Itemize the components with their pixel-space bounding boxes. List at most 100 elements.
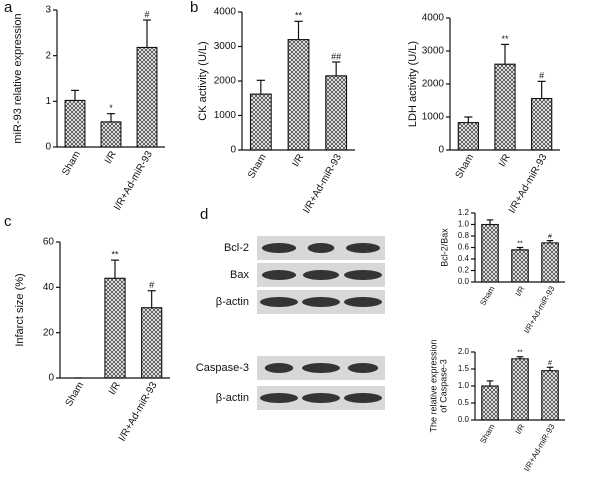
x-tick-label: I/R+Ad-miR-93 xyxy=(117,380,160,443)
y-tick-label: 3000 xyxy=(422,46,445,57)
panel-label: a xyxy=(4,0,13,16)
x-tick-label: Sham xyxy=(64,380,87,408)
blot-label: β-actin xyxy=(216,296,249,308)
y-axis-label: Bcl-2/Bax xyxy=(439,228,449,267)
significance: # xyxy=(144,9,149,19)
bar xyxy=(457,122,479,151)
error-bar xyxy=(107,113,115,122)
significance: * xyxy=(109,103,113,113)
y-axis-label: Infarct size (%) xyxy=(14,273,26,346)
blot-band xyxy=(261,270,297,280)
x-tick-label: I/R+Ad-miR-93 xyxy=(112,149,155,212)
significance: ** xyxy=(501,34,509,44)
error-bar xyxy=(71,89,79,101)
blot-band xyxy=(261,243,297,253)
y-tick-label: 3 xyxy=(45,5,51,16)
bar xyxy=(541,242,559,283)
bar xyxy=(64,99,86,148)
error-bar xyxy=(464,116,473,123)
x-tick-label: I/R xyxy=(497,152,513,169)
x-tick-label: Sham xyxy=(478,422,496,445)
y-tick-label: 1000 xyxy=(214,110,237,121)
bar xyxy=(325,75,348,151)
y-axis-label: The relative expression xyxy=(428,339,438,432)
blot-band xyxy=(347,363,379,373)
significance: ** xyxy=(295,11,303,21)
bar xyxy=(136,46,158,148)
y-tick-label: 0.6 xyxy=(458,243,470,252)
y-axis-label: of Caspase-3 xyxy=(438,359,448,413)
error-bar xyxy=(147,290,156,308)
blot-label: Caspase-3 xyxy=(196,362,249,374)
y-tick-label: 0.4 xyxy=(458,254,470,263)
significance: ** xyxy=(111,250,119,260)
panel-label: c xyxy=(4,213,12,230)
bar xyxy=(104,277,126,379)
x-tick-label: I/R xyxy=(514,422,527,436)
y-tick-label: 20 xyxy=(43,327,55,338)
error-bar xyxy=(516,356,524,359)
y-tick-label: 3000 xyxy=(214,41,237,52)
panel-label: d xyxy=(200,206,208,223)
y-tick-label: 0 xyxy=(48,373,54,384)
error-bar xyxy=(256,79,265,95)
y-axis-label: LDH activity (U/L) xyxy=(407,41,419,127)
y-tick-label: 0 xyxy=(230,145,236,156)
y-tick-label: 1000 xyxy=(422,112,445,123)
bar xyxy=(249,93,272,151)
y-tick-label: 2000 xyxy=(214,76,237,87)
x-tick-label: I/R xyxy=(514,284,527,298)
error-bar xyxy=(486,219,494,225)
blot-label: Bax xyxy=(230,269,249,281)
blot-band xyxy=(302,270,340,280)
x-tick-label: I/R+Ad-miR-93 xyxy=(301,152,344,215)
y-tick-label: 40 xyxy=(43,282,55,293)
blot-band xyxy=(302,297,340,307)
y-tick-label: 1.5 xyxy=(458,364,470,373)
y-tick-label: 60 xyxy=(43,237,55,248)
significance: ## xyxy=(331,51,341,61)
bar xyxy=(481,223,499,283)
bar xyxy=(541,370,559,421)
blot-band xyxy=(260,297,298,307)
panel-label: b xyxy=(190,0,198,16)
y-tick-label: 1.2 xyxy=(458,208,470,217)
bar xyxy=(531,97,553,151)
x-tick-label: I/R xyxy=(107,380,123,397)
y-tick-label: 2 xyxy=(45,50,51,61)
blot-band xyxy=(345,243,381,253)
y-axis-label: miR-93 relative expression xyxy=(12,13,24,143)
error-bar xyxy=(516,246,524,250)
x-tick-label: I/R xyxy=(290,152,306,169)
significance: # xyxy=(548,233,552,240)
y-tick-label: 2000 xyxy=(422,79,445,90)
error-bar xyxy=(486,380,494,386)
y-tick-label: 1 xyxy=(45,96,51,107)
blot-band xyxy=(264,363,294,373)
y-tick-label: 0.8 xyxy=(458,231,470,240)
y-tick-label: 0 xyxy=(438,145,444,156)
error-bar xyxy=(546,366,554,371)
error-bar xyxy=(332,61,341,76)
blot-band xyxy=(344,297,382,307)
x-tick-label: Sham xyxy=(246,152,269,180)
x-tick-label: I/R+Ad-miR-93 xyxy=(507,152,550,215)
x-tick-label: I/R+Ad-miR-93 xyxy=(522,422,557,473)
blot-band xyxy=(344,270,382,280)
bar xyxy=(511,358,529,421)
blot-band xyxy=(344,393,382,403)
y-axis-label: CK activity (U/L) xyxy=(197,41,209,120)
y-tick-label: 0.0 xyxy=(458,277,470,286)
bar xyxy=(141,307,163,379)
error-bar xyxy=(110,259,120,279)
bar xyxy=(494,63,516,151)
x-tick-label: I/R+Ad-miR-93 xyxy=(522,284,557,335)
x-tick-label: Sham xyxy=(478,284,496,307)
bar xyxy=(100,121,122,148)
significance: # xyxy=(539,71,544,81)
x-tick-label: I/R xyxy=(103,149,119,166)
bar xyxy=(481,385,499,421)
y-tick-label: 0.0 xyxy=(458,415,470,424)
y-tick-label: 0.5 xyxy=(458,398,470,407)
